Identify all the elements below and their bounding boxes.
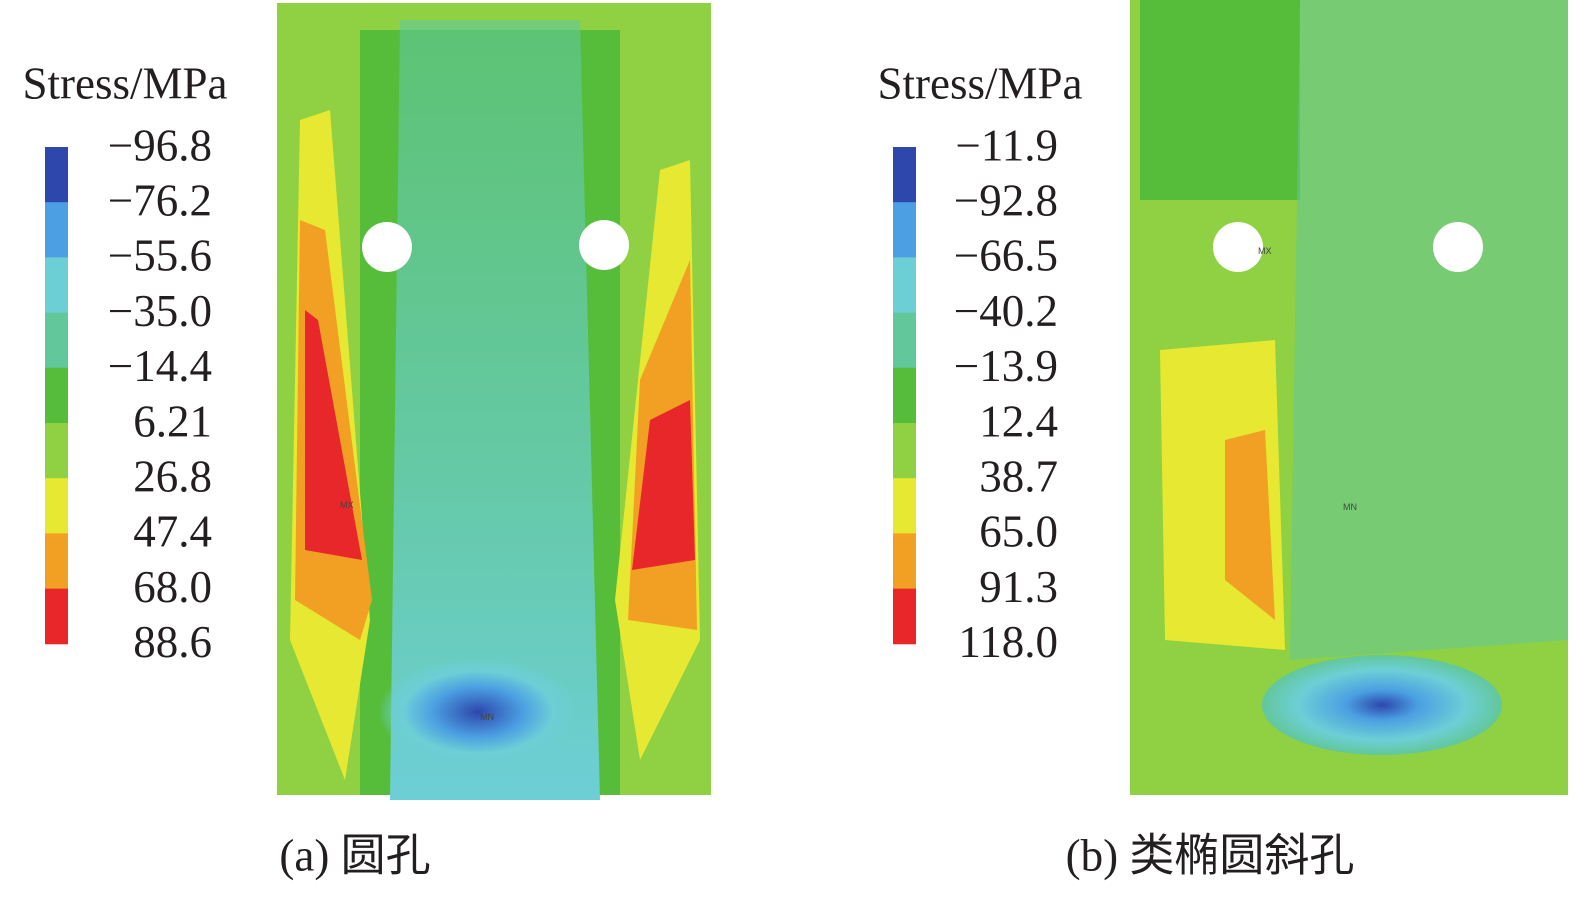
legend-label: 65.0: [979, 507, 1058, 557]
legend-swatch: [893, 257, 916, 314]
legend-label: −35.0: [108, 286, 212, 336]
legend-label: 12.4: [979, 396, 1058, 446]
legend-swatch: [893, 367, 916, 424]
legend-label: −96.8: [108, 120, 212, 170]
legend-swatch: [893, 423, 916, 479]
legend-label: 91.3: [979, 562, 1058, 612]
legend-title: Stress/MPa: [22, 58, 227, 108]
legend-swatch: [893, 312, 916, 369]
extreme-marker: MX: [340, 500, 354, 510]
legend-label: 6.21: [133, 396, 212, 446]
legend-label: −76.2: [108, 176, 212, 226]
legend-swatch: [45, 147, 68, 203]
legend-swatch: [893, 588, 916, 645]
extreme-marker: MN: [1343, 502, 1357, 512]
caption: (b) 类椭圆斜孔: [1066, 830, 1355, 880]
legend-label: 38.7: [979, 452, 1058, 502]
legend-label: 118.0: [958, 617, 1058, 667]
legend-swatch: [45, 367, 68, 424]
legend-swatch: [45, 533, 68, 590]
legend-swatch: [45, 312, 68, 369]
legend-swatch: [45, 257, 68, 314]
legend-label: −40.2: [954, 286, 1058, 336]
legend-label: −66.5: [954, 231, 1058, 281]
legend-swatch: [45, 202, 68, 258]
legend-label: 26.8: [133, 452, 212, 502]
legend-label: −55.6: [108, 231, 212, 281]
legend-label: −14.4: [108, 341, 212, 391]
legend-label: −13.9: [954, 341, 1058, 391]
legend-swatch: [45, 588, 68, 645]
legend-swatch: [893, 478, 916, 534]
contour-plot-a: [277, 3, 711, 800]
legend-swatch: [893, 202, 916, 258]
legend-swatch: [45, 423, 68, 479]
legend-label: 47.4: [133, 507, 212, 557]
legend-title: Stress/MPa: [877, 58, 1082, 108]
extreme-marker: MN: [480, 712, 494, 722]
caption: (a) 圆孔: [279, 830, 430, 880]
legend-swatch: [893, 533, 916, 590]
legend-label: −11.9: [956, 120, 1058, 170]
legend-label: −92.8: [954, 176, 1058, 226]
extreme-marker: MX: [1258, 246, 1272, 256]
contour-plot-b: [1130, 0, 1568, 795]
legend-swatch: [893, 147, 916, 203]
legend-label: 68.0: [133, 562, 212, 612]
legend-label: 88.6: [133, 617, 212, 667]
legend-swatch: [45, 478, 68, 534]
